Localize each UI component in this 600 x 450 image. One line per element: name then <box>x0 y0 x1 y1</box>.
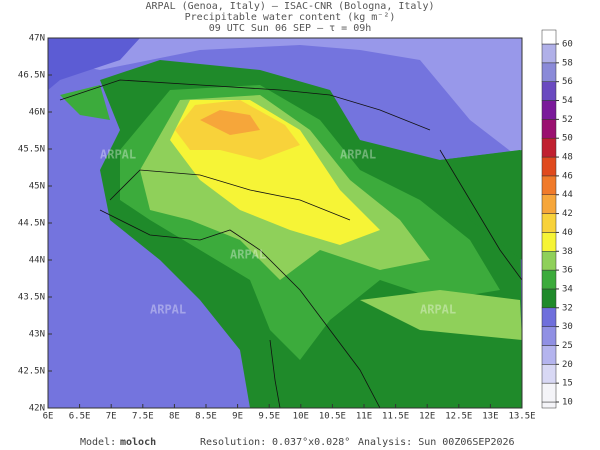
colorbar-segment <box>541 307 557 327</box>
footer: Analysis: Sun 00Z06SEP2026 <box>358 437 515 448</box>
colorbar-segment <box>541 81 557 101</box>
colorbar-segment <box>541 156 557 177</box>
lon-label: 10E <box>293 412 309 422</box>
colorbar-label: 34 <box>562 284 573 294</box>
colorbar-segment <box>541 62 557 82</box>
colorbar-segment <box>541 175 557 195</box>
colorbar-segment <box>541 213 557 233</box>
lat-label: 44.5N <box>18 219 45 229</box>
colorbar-segment <box>541 43 557 64</box>
colorbar-label: 54 <box>562 96 573 106</box>
colorbar-segment <box>541 269 557 290</box>
footer: 0.037°x0.028° <box>272 437 350 448</box>
lon-label: 13.5E <box>508 412 535 422</box>
colorbar-label: 30 <box>562 322 573 332</box>
colorbar-label: 50 <box>562 134 573 144</box>
colorbar-label: 46 <box>562 171 573 181</box>
colorbar-label: 58 <box>562 58 573 68</box>
colorbar-segment <box>541 364 557 384</box>
lon-label: 8E <box>169 412 180 422</box>
colorbar-label: 10 <box>562 398 573 408</box>
colorbar-segment <box>541 382 557 403</box>
colorbar-segment <box>541 119 557 139</box>
lon-label: 12.5E <box>445 412 472 422</box>
header: ARPAL (Genoa, Italy) — ISAC-CNR (Bologna… <box>146 1 435 12</box>
colorbar-label: 48 <box>562 153 573 163</box>
colorbar-segment <box>541 345 557 365</box>
footer: moloch <box>120 437 156 448</box>
lat-label: 43N <box>29 330 45 340</box>
lat-label: 42N <box>29 404 45 414</box>
colorbar-segment <box>541 232 557 252</box>
lat-label: 47N <box>29 34 45 44</box>
colorbar-segment <box>541 137 557 158</box>
watermark: ARPAL <box>150 303 186 317</box>
lon-label: 6E <box>43 412 54 422</box>
watermark: ARPAL <box>230 248 266 262</box>
lon-label: 11E <box>356 412 372 422</box>
header: 09 UTC Sun 06 SEP — τ = 09h <box>209 23 372 34</box>
lon-label: 7E <box>106 412 117 422</box>
lat-label: 45.5N <box>18 145 45 155</box>
colorbar-label: 15 <box>562 379 573 389</box>
colorbar-label: 42 <box>562 209 573 219</box>
lon-label: 13E <box>482 412 498 422</box>
colorbar-label: 38 <box>562 247 573 257</box>
colorbar-label: 52 <box>562 115 573 125</box>
colorbar-label: 36 <box>562 266 573 276</box>
colorbar-label: 56 <box>562 77 573 87</box>
colorbar-segment <box>541 401 557 409</box>
watermark: ARPAL <box>100 148 136 162</box>
colorbar-label: 60 <box>562 40 573 50</box>
lat-label: 46.5N <box>18 71 45 81</box>
colorbar-segment <box>541 29 557 45</box>
header: Precipitable water content (kg m⁻²) <box>185 12 396 23</box>
colorbar-segment <box>541 326 557 346</box>
colorbar-segment <box>541 251 557 271</box>
colorbar-segment <box>541 288 557 309</box>
lat-label: 46N <box>29 108 45 118</box>
lat-label: 42.5N <box>18 367 45 377</box>
lon-label: 8.5E <box>195 412 217 422</box>
lon-label: 7.5E <box>132 412 154 422</box>
lat-label: 43.5N <box>18 293 45 303</box>
colorbar-label: 32 <box>562 303 573 313</box>
watermark: ARPAL <box>420 303 456 317</box>
footer: Model: <box>80 437 116 448</box>
colorbar-segment <box>541 100 557 120</box>
lon-label: 9.5E <box>258 412 280 422</box>
footer: Resolution: <box>200 437 266 448</box>
colorbar-label: 20 <box>562 360 573 370</box>
colorbar-label: 44 <box>562 190 573 200</box>
lon-label: 12E <box>419 412 435 422</box>
colorbar-label: 40 <box>562 228 573 238</box>
lon-label: 9E <box>232 412 243 422</box>
lon-label: 6.5E <box>69 412 91 422</box>
lat-label: 45N <box>29 182 45 192</box>
lat-label: 44N <box>29 256 45 266</box>
colorbar-label: 25 <box>562 341 573 351</box>
watermark: ARPAL <box>340 148 376 162</box>
map: ARPAL ARPAL ARPAL ARPAL ARPAL <box>48 38 522 408</box>
lon-label: 10.5E <box>319 412 346 422</box>
lon-label: 11.5E <box>382 412 409 422</box>
colorbar-segment <box>541 194 557 214</box>
